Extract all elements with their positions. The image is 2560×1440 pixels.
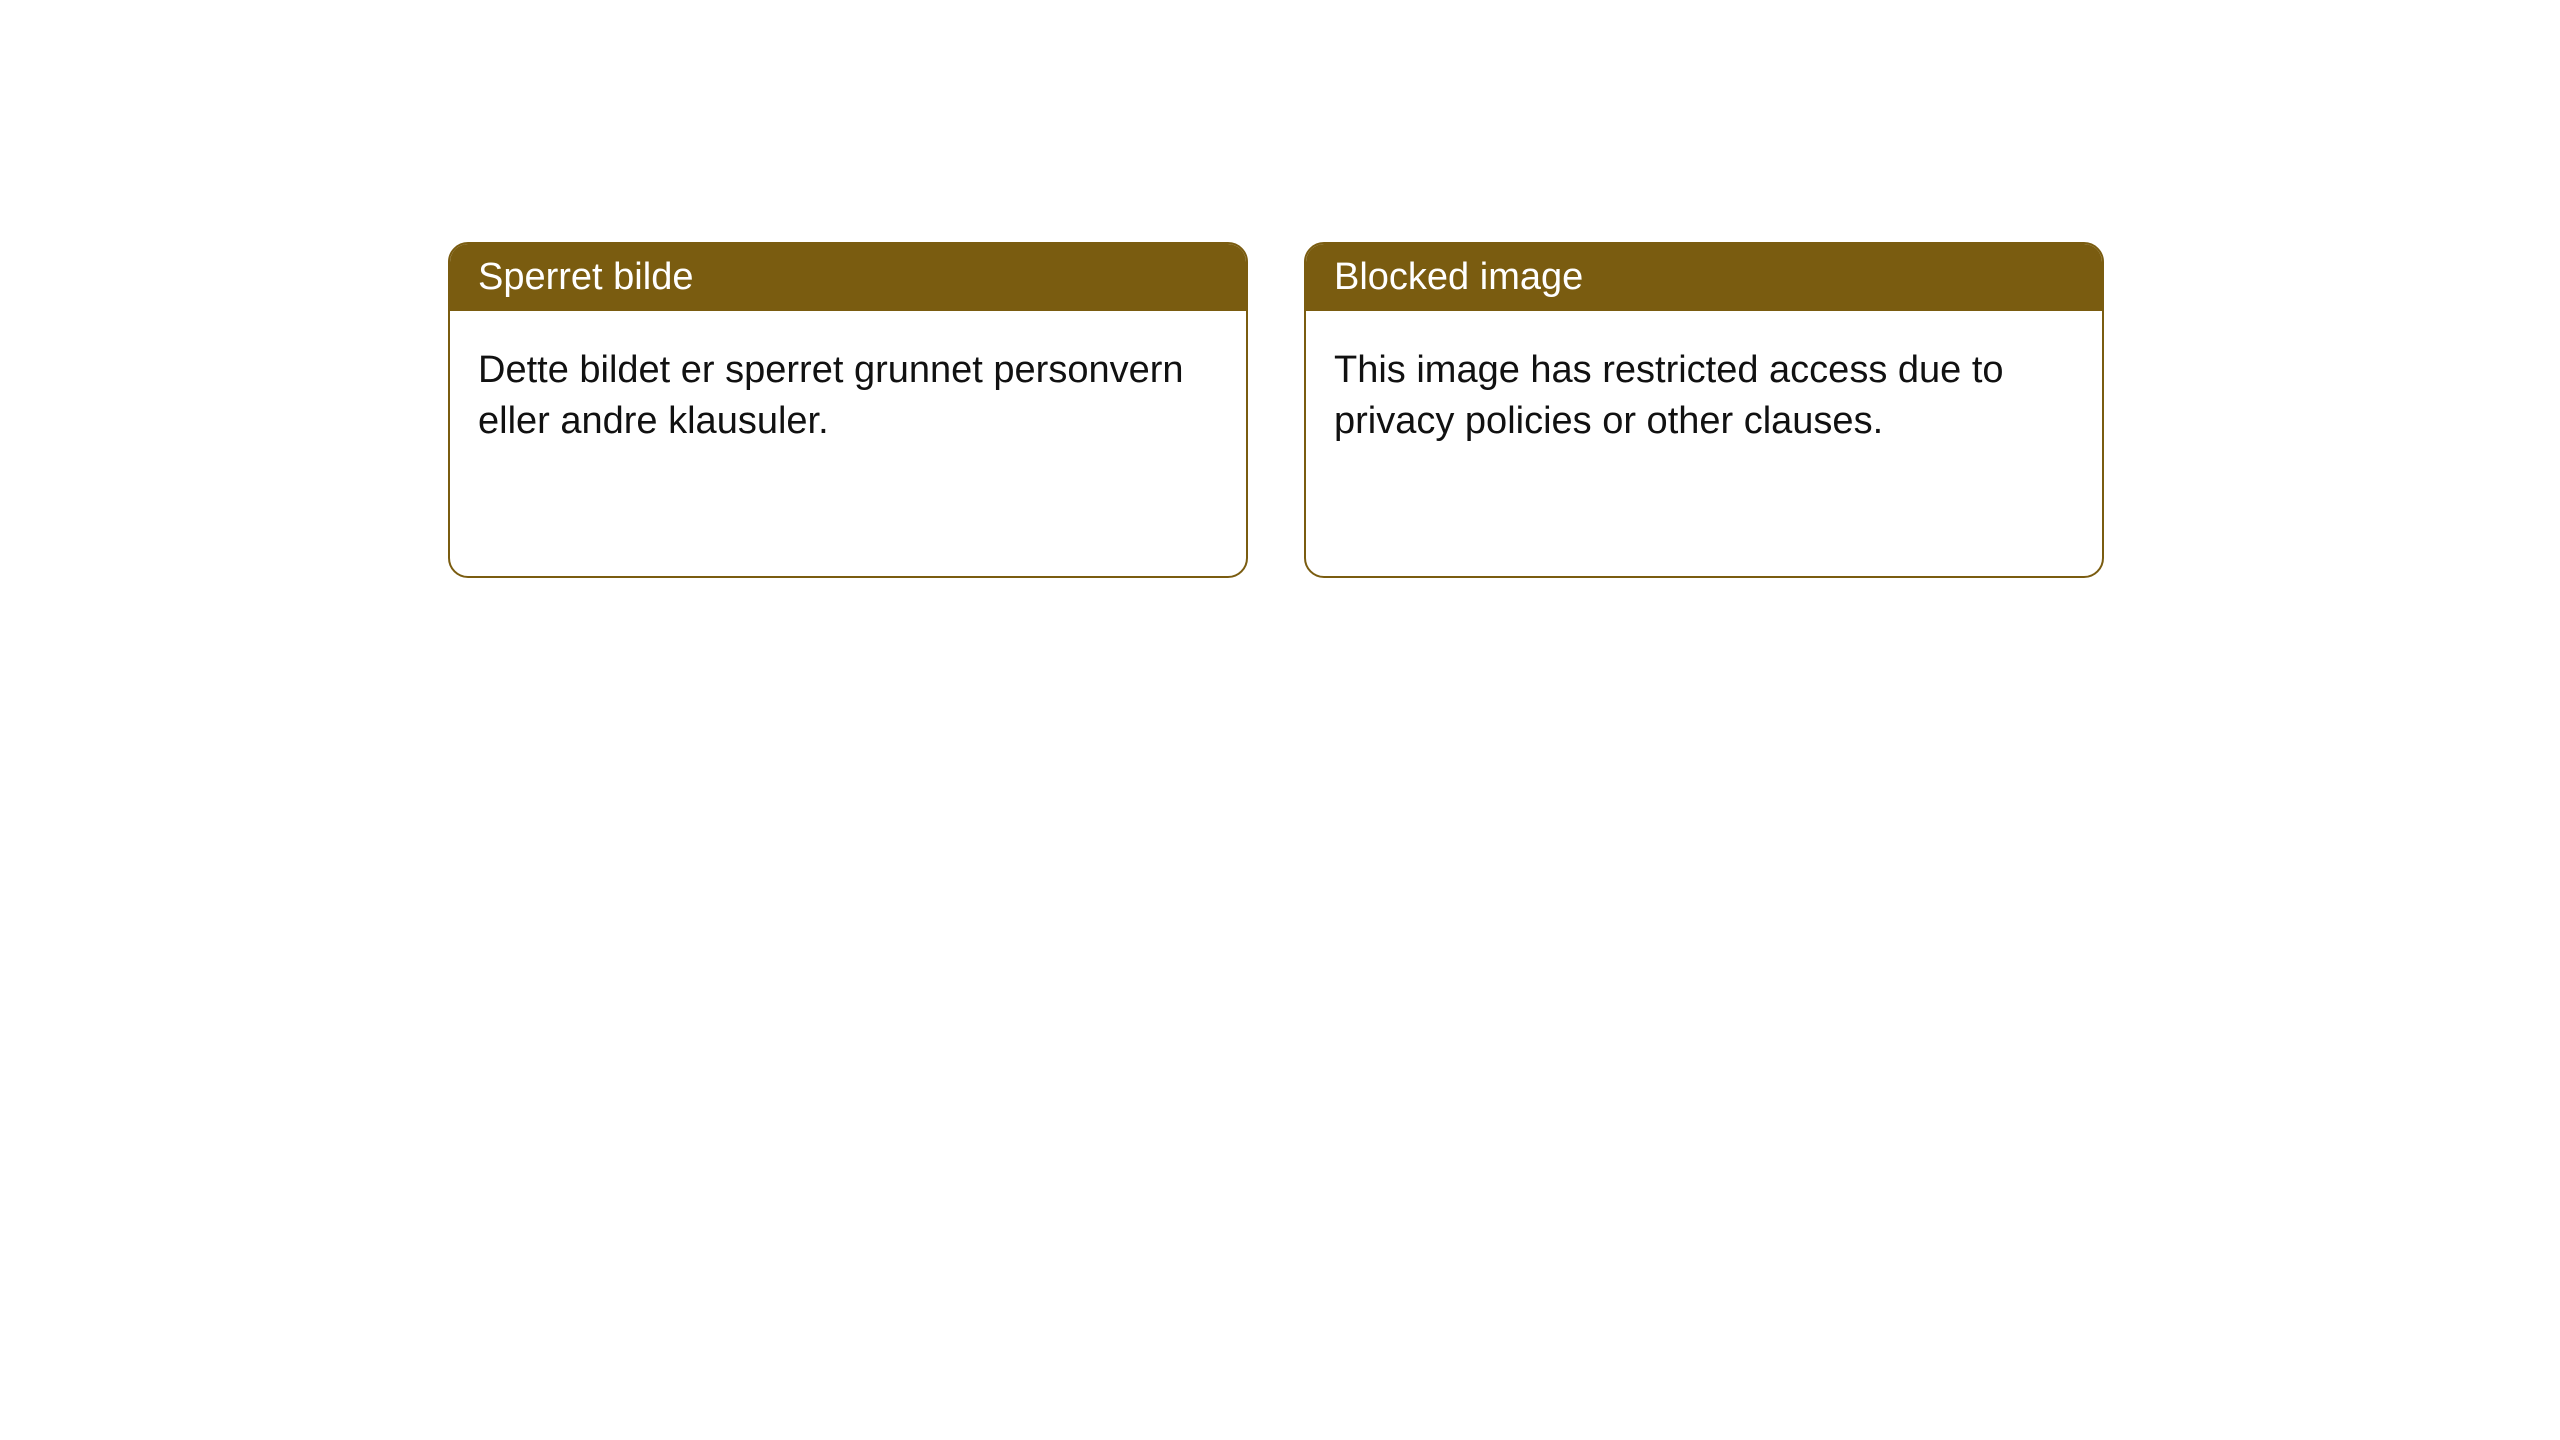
notice-container: Sperret bilde Dette bildet er sperret gr… (448, 242, 2104, 578)
card-header-norwegian: Sperret bilde (450, 244, 1246, 311)
blocked-image-card-norwegian: Sperret bilde Dette bildet er sperret gr… (448, 242, 1248, 578)
blocked-image-card-english: Blocked image This image has restricted … (1304, 242, 2104, 578)
card-body-norwegian: Dette bildet er sperret grunnet personve… (450, 311, 1246, 482)
card-body-english: This image has restricted access due to … (1306, 311, 2102, 482)
card-header-english: Blocked image (1306, 244, 2102, 311)
